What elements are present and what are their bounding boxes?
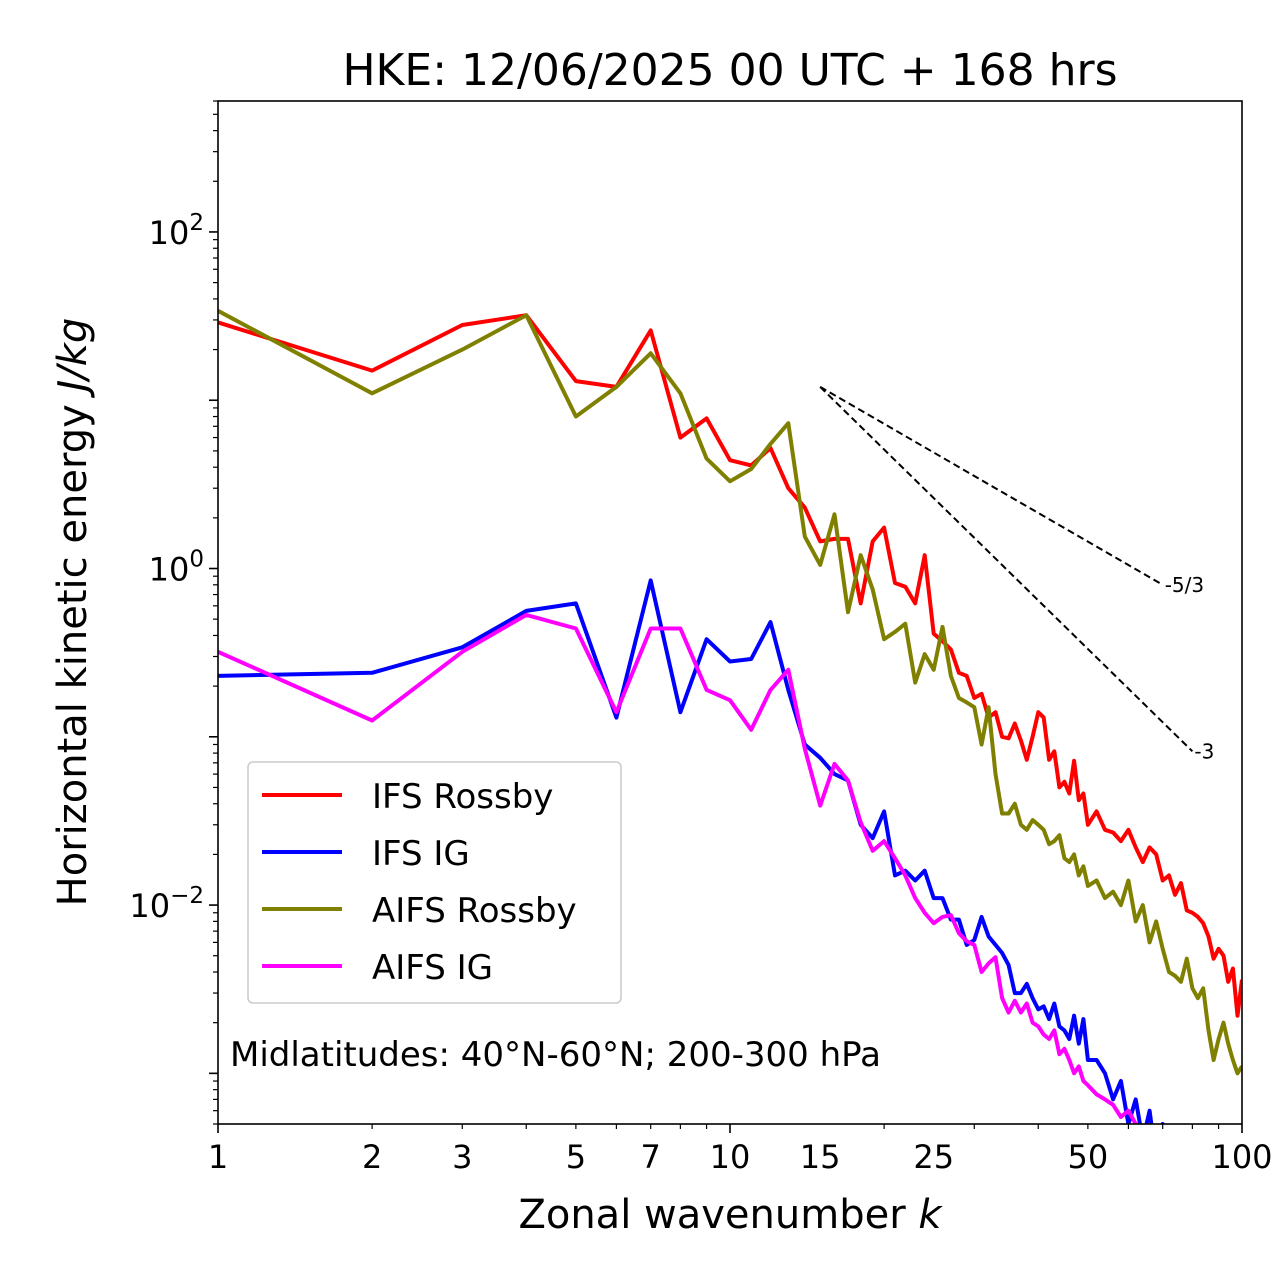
y-axis-label-italic: J/kg (50, 318, 96, 399)
x-tick-label: 50 (1068, 1138, 1109, 1176)
reference-slopes: -5/3 -3 (819, 386, 1214, 763)
legend: IFS Rossby IFS IG AIFS Rossby AIFS IG (247, 761, 622, 1004)
series-line-aifs-ig (218, 612, 1139, 1124)
legend-label-ifs-rossby: IFS Rossby (372, 777, 553, 817)
reference-line-minus-3 (819, 386, 1194, 753)
x-axis-label-italic: k (918, 1192, 943, 1238)
x-axis-ticks: 1 2 3 5 7 10 15 25 50 100 (208, 1124, 1273, 1176)
y-axis-label: Horizontal kinetic energy J/kg (50, 318, 96, 907)
y-axis-ticks: 102 100 10−2 (129, 100, 218, 1125)
region-annotation: Midlatitudes: 40°N-60°N; 200-300 hPa (230, 1035, 881, 1075)
reference-label-minus-5-3: -5/3 (1165, 573, 1204, 597)
series-line-ifs-rossby (218, 313, 1242, 1018)
reference-label-minus-3: -3 (1194, 739, 1214, 763)
x-tick-label: 15 (800, 1138, 841, 1176)
x-axis-label: Zonal wavenumber k (518, 1192, 943, 1238)
x-tick-label: 1 (208, 1138, 228, 1176)
y-tick-label: 102 (149, 210, 204, 252)
x-tick-label: 25 (913, 1138, 954, 1176)
chart-title: HKE: 12/06/2025 00 UTC + 168 hrs (342, 45, 1117, 96)
y-tick-label: 10−2 (129, 883, 204, 925)
legend-box (247, 761, 622, 1004)
x-tick-label: 3 (452, 1138, 472, 1176)
series-line-aifs-rossby (218, 309, 1242, 1076)
x-tick-label: 100 (1211, 1138, 1272, 1176)
x-tick-label: 7 (641, 1138, 661, 1176)
x-tick-label: 5 (566, 1138, 586, 1176)
legend-label-ifs-ig: IFS IG (372, 834, 470, 874)
y-tick-label: 100 (149, 547, 204, 589)
x-tick-label: 10 (710, 1138, 751, 1176)
series-line-ifs-ig (218, 578, 1165, 1124)
legend-label-aifs-ig: AIFS IG (372, 948, 493, 988)
x-tick-label: 2 (362, 1138, 382, 1176)
series-layer (218, 309, 1242, 1124)
legend-label-aifs-rossby: AIFS Rossby (372, 891, 577, 931)
